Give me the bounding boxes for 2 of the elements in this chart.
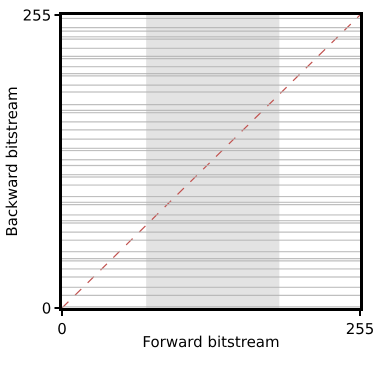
x-axis-title: Forward bitstream xyxy=(142,332,280,351)
y-axis-title: Backward bitstream xyxy=(2,86,21,237)
